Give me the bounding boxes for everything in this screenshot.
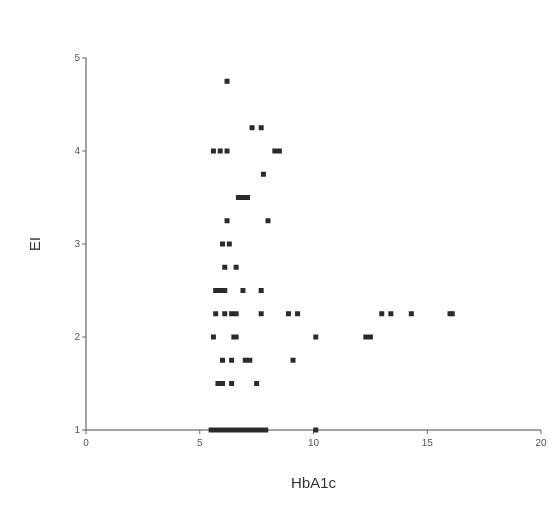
data-point	[263, 427, 269, 433]
data-point	[224, 148, 230, 154]
data-point	[260, 171, 266, 177]
data-points	[208, 78, 455, 433]
data-point	[217, 148, 223, 154]
data-point	[220, 241, 225, 247]
data-point	[210, 334, 216, 340]
x-axis-title: HbA1c	[291, 475, 337, 492]
data-point	[217, 427, 223, 433]
data-point	[229, 381, 235, 386]
x-tick-label: 15	[422, 438, 434, 449]
data-point	[220, 381, 225, 386]
y-tick-label: 2	[74, 332, 80, 343]
x-tick-label: 20	[535, 438, 547, 449]
y-tick-label: 5	[74, 53, 80, 64]
data-point	[213, 288, 219, 293]
data-point	[240, 195, 246, 200]
data-point	[290, 357, 296, 363]
data-point	[249, 125, 255, 131]
data-point	[254, 427, 260, 433]
data-point	[272, 148, 278, 154]
data-point	[449, 311, 455, 317]
data-point	[235, 427, 241, 433]
data-point	[258, 288, 264, 293]
y-tick-label: 4	[74, 146, 80, 157]
data-point	[276, 148, 282, 154]
data-point	[210, 148, 216, 154]
data-point	[220, 357, 225, 363]
data-point	[222, 311, 228, 317]
data-point	[233, 264, 239, 270]
x-tick-label: 10	[308, 438, 320, 449]
data-point	[215, 381, 221, 386]
x-tick-label: 5	[197, 438, 203, 449]
data-point	[233, 334, 239, 340]
y-tick-label: 1	[74, 425, 80, 436]
data-point	[245, 427, 251, 433]
data-point	[229, 311, 235, 317]
data-point	[249, 427, 255, 433]
data-point	[224, 78, 230, 84]
data-point	[265, 218, 271, 224]
data-point	[226, 241, 232, 247]
data-point	[295, 311, 301, 317]
data-point	[240, 427, 246, 433]
data-point	[213, 311, 219, 317]
data-point	[313, 427, 319, 433]
x-tick-label: 0	[83, 438, 89, 449]
data-point	[379, 311, 385, 317]
data-point	[213, 427, 219, 433]
y-axis-ticks: 1 2 3 4 5	[74, 53, 86, 436]
data-point	[388, 311, 394, 317]
data-point	[240, 288, 246, 293]
data-point	[231, 427, 237, 433]
data-point	[245, 195, 251, 200]
data-point	[258, 311, 264, 317]
y-axis-title: EI	[27, 237, 44, 251]
data-point	[229, 357, 235, 363]
data-point	[222, 264, 228, 270]
data-point	[233, 311, 239, 317]
y-tick-label: 3	[74, 239, 80, 250]
data-point	[224, 218, 230, 224]
data-point	[222, 427, 228, 433]
data-point	[258, 427, 264, 433]
x-axis-ticks: 0 5 10 15 20	[83, 430, 547, 449]
data-point	[217, 288, 223, 293]
data-point	[226, 427, 232, 433]
data-point	[363, 334, 369, 340]
data-point	[254, 381, 260, 386]
data-point	[313, 334, 319, 340]
data-point	[208, 427, 214, 433]
data-point	[285, 311, 291, 317]
data-point	[222, 288, 228, 293]
data-point	[235, 195, 241, 200]
data-point	[367, 334, 373, 340]
data-point	[242, 357, 248, 363]
data-point	[408, 311, 414, 317]
data-point	[258, 125, 264, 131]
data-point	[247, 357, 253, 363]
